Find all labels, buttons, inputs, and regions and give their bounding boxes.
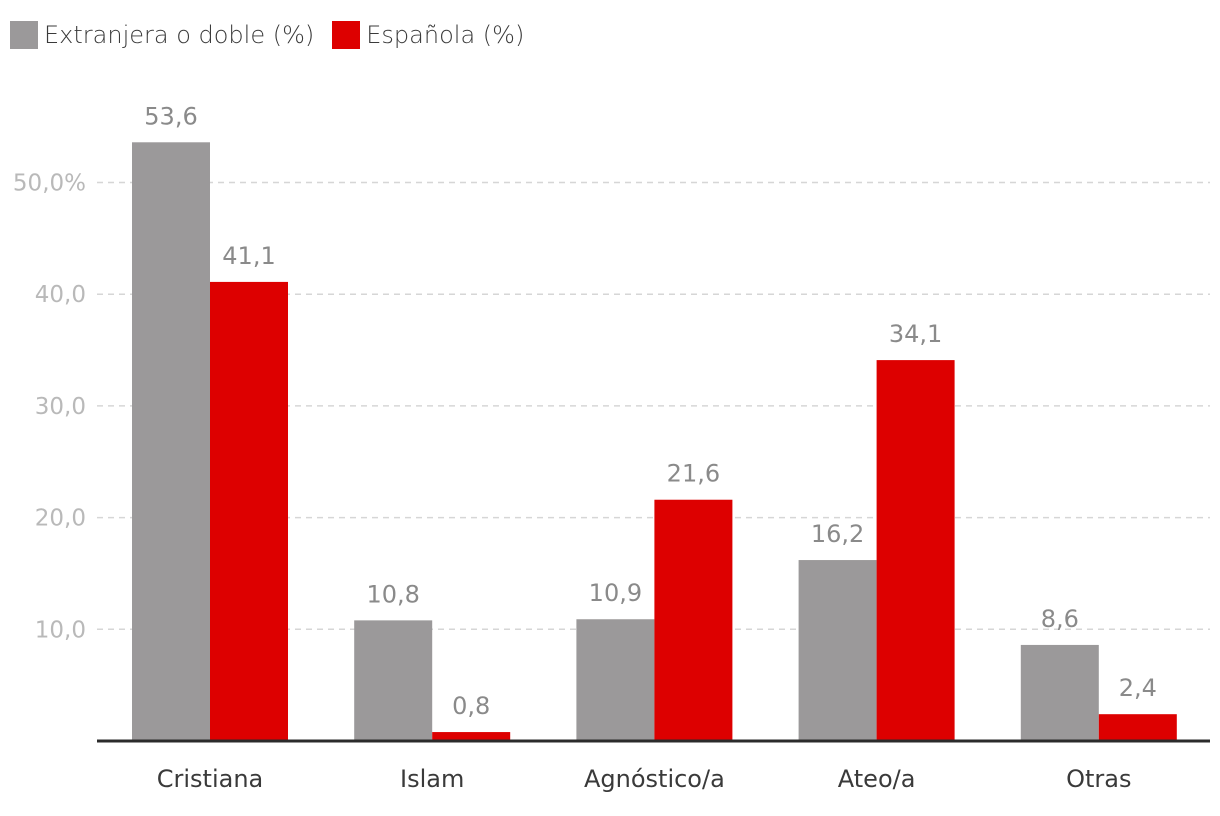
x-tick-label: Otras (1066, 765, 1131, 793)
bar-extranjera-2[interactable] (576, 619, 655, 741)
bar-extranjera-1[interactable] (354, 620, 433, 741)
data-label: 8,6 (1041, 605, 1079, 633)
legend-item-extranjera[interactable]: Extranjera o doble (%) (10, 21, 314, 49)
data-label: 2,4 (1119, 674, 1157, 702)
legend-swatch-espanola (332, 21, 361, 49)
x-axis-ticks: Cristiana Islam Agnóstico/a Ateo/a Otras (157, 765, 1132, 793)
y-tick-label: 50,0% (13, 171, 86, 197)
bar-extranjera-3[interactable] (798, 560, 877, 741)
data-label: 0,8 (452, 692, 490, 720)
bars (132, 142, 1177, 742)
bar-espanola-3[interactable] (876, 360, 955, 741)
data-label: 16,2 (811, 520, 864, 548)
y-axis-ticks: 10,0 20,0 30,0 40,0 50,0% (13, 171, 86, 644)
legend-label-espanola: Española (%) (366, 21, 525, 49)
legend-swatch-extranjera (10, 21, 38, 49)
y-tick-label: 30,0 (35, 394, 86, 420)
y-tick-label: 20,0 (35, 506, 86, 532)
data-label: 41,1 (222, 242, 275, 270)
data-label: 21,6 (667, 460, 720, 488)
bar-espanola-1[interactable] (432, 732, 511, 741)
x-tick-label: Cristiana (157, 765, 264, 793)
legend-item-espanola[interactable]: Española (%) (332, 21, 524, 49)
data-label: 10,8 (366, 580, 419, 608)
bar-espanola-4[interactable] (1098, 714, 1177, 741)
bar-extranjera-4[interactable] (1020, 644, 1099, 741)
x-tick-label: Islam (400, 765, 464, 793)
data-label: 53,6 (144, 102, 197, 130)
x-tick-label: Agnóstico/a (584, 765, 725, 793)
y-tick-label: 10,0 (35, 617, 86, 643)
data-labels: 53,6 41,1 10,8 0,8 10,9 21,6 16,2 34,1 8,6 2,4 (144, 102, 1157, 720)
legend: Extranjera o doble (%) Española (%) (10, 18, 524, 52)
legend-label-extranjera: Extranjera o doble (%) (44, 21, 315, 49)
y-tick-label: 40,0 (35, 282, 86, 308)
data-label: 34,1 (889, 320, 942, 348)
gridlines (97, 181, 1210, 631)
bar-espanola-0[interactable] (210, 281, 288, 741)
bar-espanola-2[interactable] (654, 499, 733, 741)
bar-extranjera-0[interactable] (132, 142, 210, 742)
data-label: 10,9 (589, 579, 642, 607)
x-tick-label: Ateo/a (838, 765, 916, 793)
